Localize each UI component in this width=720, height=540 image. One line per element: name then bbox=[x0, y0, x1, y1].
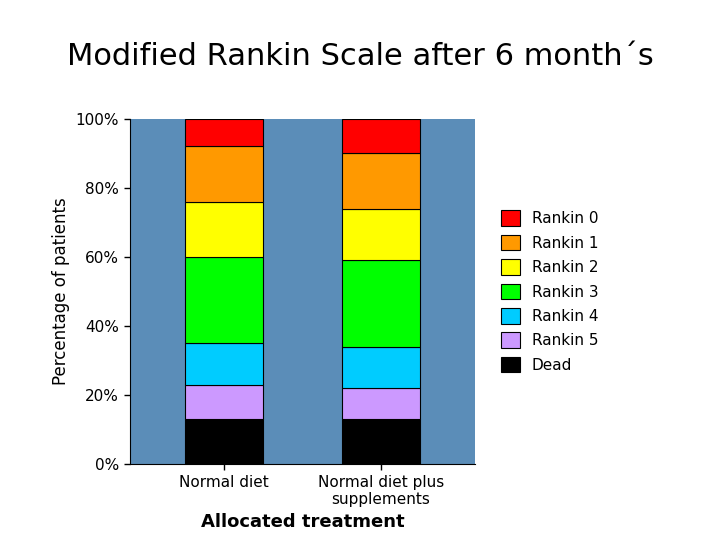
Bar bbox=[184, 385, 263, 420]
X-axis label: Allocated treatment: Allocated treatment bbox=[201, 513, 404, 531]
Bar bbox=[342, 260, 420, 347]
Bar bbox=[342, 420, 420, 464]
Bar bbox=[342, 347, 420, 388]
Legend: Rankin 0, Rankin 1, Rankin 2, Rankin 3, Rankin 4, Rankin 5, Dead: Rankin 0, Rankin 1, Rankin 2, Rankin 3, … bbox=[497, 206, 603, 377]
Bar bbox=[342, 153, 420, 208]
Bar bbox=[184, 202, 263, 257]
Bar bbox=[184, 257, 263, 343]
Y-axis label: Percentage of patients: Percentage of patients bbox=[52, 198, 70, 386]
Text: Modified Rankin Scale after 6 month´s: Modified Rankin Scale after 6 month´s bbox=[67, 42, 653, 71]
Bar bbox=[342, 119, 420, 153]
Bar bbox=[342, 388, 420, 420]
Bar bbox=[184, 119, 263, 146]
Bar bbox=[184, 420, 263, 464]
Bar bbox=[184, 343, 263, 385]
Bar bbox=[342, 208, 420, 260]
Bar bbox=[184, 146, 263, 202]
